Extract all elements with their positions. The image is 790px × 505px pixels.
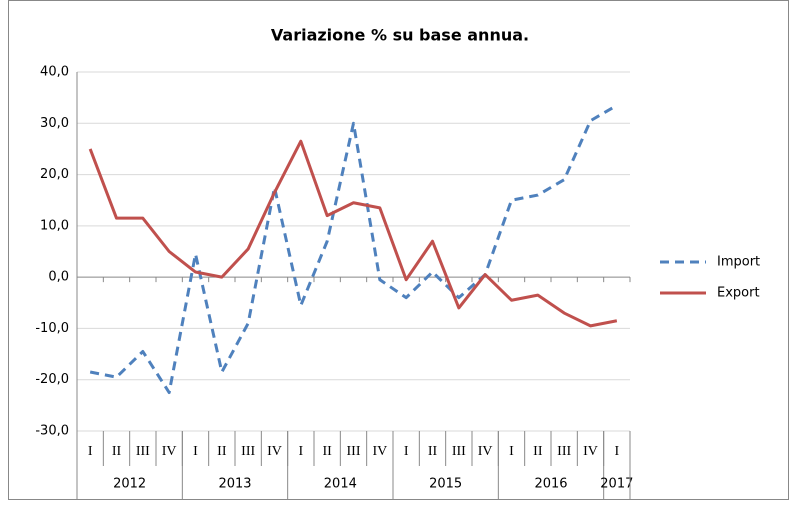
chart-title: Variazione % su base annua.: [271, 26, 529, 45]
x-tick-label: IV: [583, 444, 598, 459]
chart-border: [8, 0, 789, 500]
x-tick-label: IV: [162, 444, 177, 459]
y-tick-label: -30,0: [35, 424, 69, 439]
y-tick-label: 0,0: [48, 270, 69, 285]
year-label: 2012: [113, 477, 146, 492]
x-tick-label: II: [428, 444, 438, 459]
x-tick-label: III: [557, 444, 571, 459]
y-tick-label: -10,0: [35, 321, 69, 336]
legend-label: Export: [717, 286, 760, 301]
x-tick-label: I: [404, 444, 409, 459]
series-line: [88, 139, 618, 328]
series-line: [89, 104, 618, 395]
year-label: 2014: [324, 477, 357, 492]
x-tick-label: III: [452, 444, 466, 459]
x-tick-label: I: [88, 444, 93, 459]
legend-label: Import: [717, 255, 760, 270]
y-tick-label: 10,0: [40, 218, 69, 233]
x-tick-label: IV: [372, 444, 387, 459]
x-tick-label: I: [614, 444, 619, 459]
x-tick-label: I: [509, 444, 514, 459]
x-tick-label: I: [298, 444, 303, 459]
year-label: 2017: [600, 477, 633, 492]
y-tick-label: 40,0: [40, 65, 69, 80]
x-tick-label: I: [193, 444, 198, 459]
x-tick-label: II: [323, 444, 333, 459]
x-tick-label: II: [533, 444, 543, 459]
y-tick-label: 20,0: [40, 167, 69, 182]
x-tick-label: III: [241, 444, 255, 459]
x-tick-label: III: [136, 444, 150, 459]
year-label: 2016: [534, 477, 567, 492]
x-tick-label: IV: [478, 444, 493, 459]
x-tick-label: IV: [267, 444, 282, 459]
x-tick-label: II: [112, 444, 122, 459]
y-tick-label: 30,0: [40, 116, 69, 131]
x-tick-label: II: [217, 444, 227, 459]
y-tick-label: -20,0: [35, 372, 69, 387]
year-label: 2013: [218, 477, 251, 492]
year-label: 2015: [429, 477, 462, 492]
x-tick-label: III: [347, 444, 361, 459]
